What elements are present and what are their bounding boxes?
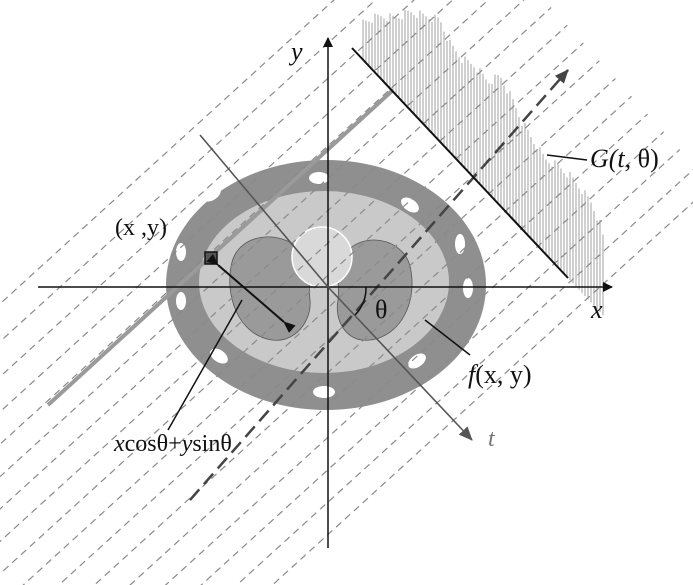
dashed-ray [2, 42, 584, 572]
dashed-ray [0, 0, 415, 378]
dashed-ray [22, 60, 600, 585]
ring-hole [176, 292, 186, 310]
dashed-ray [129, 113, 649, 585]
distance-arrow [206, 254, 296, 333]
x-axis-label: x [590, 295, 603, 324]
leader-g [546, 154, 588, 161]
ring-hole [455, 234, 465, 254]
projection-profile [362, 10, 604, 316]
sample-point [204, 251, 218, 265]
ring-hole [313, 386, 335, 398]
ring-hole [203, 186, 221, 202]
ring-hole [309, 172, 329, 184]
object-label: f(x, y) [468, 360, 532, 389]
dashed-ray [57, 78, 616, 585]
t-axis-line [199, 134, 329, 288]
dashed-ray [235, 169, 693, 585]
center-disc [291, 226, 353, 288]
central-ray-arrow [189, 69, 569, 501]
ring-hole [401, 197, 419, 213]
theta-arc [354, 286, 367, 316]
projection-hatch-lines [362, 10, 604, 316]
point-label: (x ,y) [115, 215, 167, 241]
dashed-ray [0, 24, 568, 543]
dashed-ray [164, 131, 665, 585]
t-axis-label: t [488, 426, 496, 452]
ring-hole [463, 278, 473, 298]
ring-holes [176, 172, 473, 398]
distance-label: xcosθ+ysinθ [113, 431, 232, 457]
dashed-ray [0, 0, 454, 413]
ring-hole [210, 348, 228, 364]
y-axis-label: y [288, 37, 303, 66]
leader-f [424, 319, 471, 356]
projection-label: G(t, θ) [590, 144, 659, 173]
gray-ray [46, 88, 395, 407]
ring-hole [408, 353, 426, 369]
dashed-ray [0, 0, 377, 343]
dashed-ray [200, 149, 681, 585]
dashed-ray [271, 201, 693, 585]
dashed-ray [0, 0, 490, 446]
dashed-ray [93, 95, 632, 585]
ring-hole [176, 243, 186, 261]
leader-dist [167, 299, 243, 431]
dashed-ray [0, 7, 552, 510]
t-axis-arrow [327, 286, 473, 441]
theta-label: θ [375, 295, 387, 324]
dashed-ray [0, 0, 525, 478]
detector-line [351, 47, 569, 279]
